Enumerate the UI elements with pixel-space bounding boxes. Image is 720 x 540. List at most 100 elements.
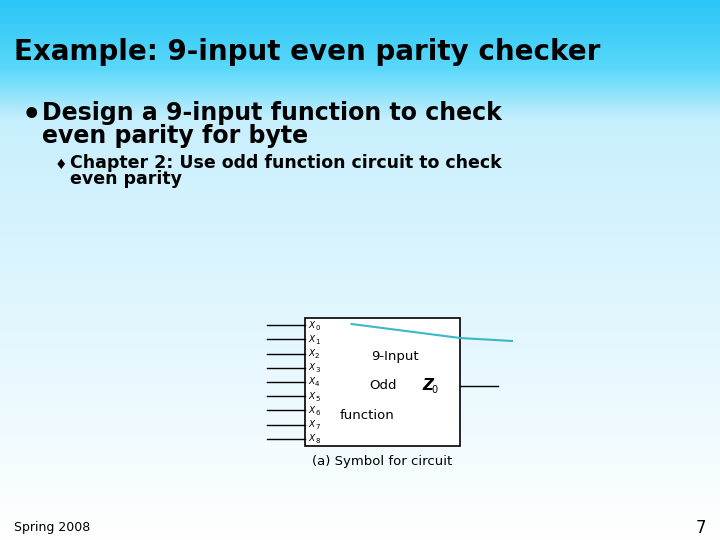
Bar	[0, 317, 720, 318]
Bar	[0, 497, 720, 498]
Bar	[0, 182, 720, 183]
Bar	[0, 112, 720, 113]
Text: X: X	[308, 377, 314, 387]
Bar	[0, 119, 720, 120]
Bar	[0, 172, 720, 173]
Bar	[0, 368, 720, 369]
Bar	[0, 256, 720, 257]
Bar	[0, 173, 720, 174]
Bar	[0, 120, 720, 121]
Bar	[0, 138, 720, 139]
Bar	[0, 139, 720, 140]
Bar	[0, 538, 720, 539]
Text: 5: 5	[315, 396, 320, 402]
Bar	[0, 19, 720, 20]
Bar	[0, 152, 720, 153]
Bar	[0, 226, 720, 227]
Bar	[0, 109, 720, 110]
Bar	[0, 261, 720, 262]
Bar	[0, 202, 720, 203]
Bar	[0, 382, 720, 383]
Bar	[0, 6, 720, 7]
Bar	[0, 262, 720, 263]
Bar	[0, 521, 720, 522]
Bar	[0, 335, 720, 336]
Bar	[0, 190, 720, 191]
Bar	[0, 465, 720, 466]
Bar	[0, 447, 720, 448]
Bar	[0, 163, 720, 164]
Text: 2: 2	[315, 353, 320, 359]
Bar	[0, 74, 720, 75]
Bar	[0, 176, 720, 177]
Bar	[0, 149, 720, 150]
Bar	[0, 259, 720, 260]
Bar	[0, 279, 720, 280]
Bar	[0, 451, 720, 452]
Bar	[0, 536, 720, 537]
Bar	[0, 500, 720, 501]
Bar	[0, 57, 720, 58]
Bar	[0, 248, 720, 249]
Bar	[0, 35, 720, 36]
Bar	[0, 103, 720, 104]
Bar	[0, 216, 720, 217]
Bar	[0, 412, 720, 413]
Bar	[0, 441, 720, 442]
Bar	[0, 158, 720, 159]
Bar	[0, 431, 720, 432]
Bar	[0, 22, 720, 23]
Bar	[0, 185, 720, 186]
Bar	[0, 299, 720, 300]
Text: 4: 4	[315, 381, 320, 388]
Bar	[0, 38, 720, 39]
Bar	[0, 72, 720, 73]
Bar	[0, 28, 720, 29]
Bar	[0, 177, 720, 178]
Bar	[0, 456, 720, 457]
Bar	[0, 125, 720, 126]
Bar	[0, 272, 720, 273]
Bar	[0, 342, 720, 343]
Bar	[0, 65, 720, 66]
Text: 1: 1	[315, 339, 320, 345]
Bar	[0, 288, 720, 289]
Text: even parity for byte: even parity for byte	[42, 124, 308, 148]
Text: X: X	[308, 321, 314, 329]
Bar	[0, 81, 720, 82]
Bar	[0, 427, 720, 428]
Bar	[0, 27, 720, 28]
Bar	[0, 244, 720, 245]
Bar	[0, 84, 720, 85]
Bar	[0, 30, 720, 31]
Bar	[0, 361, 720, 362]
Bar	[0, 432, 720, 433]
Bar	[0, 198, 720, 199]
Bar	[0, 326, 720, 327]
Bar	[0, 372, 720, 373]
Bar	[0, 320, 720, 321]
Bar	[0, 232, 720, 233]
Bar	[0, 170, 720, 171]
Bar	[0, 63, 720, 64]
Bar	[0, 333, 720, 334]
Bar	[0, 246, 720, 247]
Bar	[0, 67, 720, 68]
Bar	[0, 223, 720, 224]
Bar	[0, 194, 720, 195]
Bar	[0, 419, 720, 420]
Bar	[0, 167, 720, 168]
Bar	[0, 34, 720, 35]
Bar	[0, 145, 720, 146]
Text: even parity: even parity	[70, 170, 182, 188]
Bar	[0, 3, 720, 4]
Bar	[0, 467, 720, 468]
Bar	[0, 11, 720, 12]
Bar	[0, 307, 720, 308]
Bar	[0, 450, 720, 451]
Bar	[0, 189, 720, 190]
Bar	[0, 270, 720, 271]
Bar	[0, 83, 720, 84]
Bar	[0, 240, 720, 241]
Bar	[0, 253, 720, 254]
